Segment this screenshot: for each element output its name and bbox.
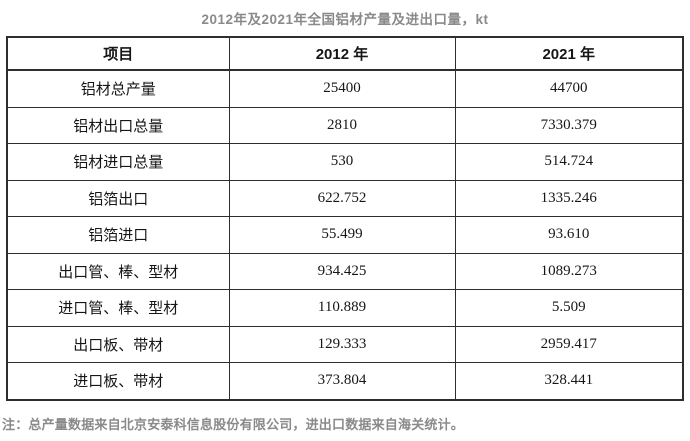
value-cell: 129.333: [228, 325, 456, 363]
value-cell: 2959.417: [454, 325, 684, 363]
value-cell: 1089.273: [454, 252, 684, 290]
header-cell-item: 项目: [6, 36, 230, 71]
value-cell: 934.425: [228, 252, 456, 290]
row-label-cell: 铝材进口总量: [6, 143, 230, 181]
value-cell: 25400: [228, 69, 456, 108]
source-note: 注：总产量数据来自北京安泰科信息股份有限公司，进出口数据来自海关统计。: [2, 416, 465, 432]
table-row: 铝材出口总量 2810 7330.379: [6, 106, 684, 144]
header-cell-2021: 2021 年: [454, 36, 684, 71]
header-cell-2012: 2012 年: [228, 36, 456, 71]
row-label-cell: 铝材总产量: [6, 69, 230, 108]
row-label-cell: 进口管、棒、型材: [6, 289, 230, 327]
table-row: 进口板、带材 373.804 328.441: [6, 362, 684, 400]
data-table: 项目 2012 年 2021 年 铝材总产量 25400 44700 铝材出口总量 28…: [6, 36, 684, 401]
value-cell: 1335.246: [454, 179, 684, 217]
value-cell: 2810: [228, 106, 456, 144]
value-cell: 530: [228, 143, 456, 181]
value-cell: 5.509: [454, 289, 684, 327]
row-label-cell: 出口管、棒、型材: [6, 252, 230, 290]
value-cell: 514.724: [454, 143, 684, 181]
table-header: 项目 2012 年 2021 年: [6, 36, 684, 71]
table-row: 进口管、棒、型材 110.889 5.509: [6, 289, 684, 327]
table-row: 铝箔出口 622.752 1335.246: [6, 179, 684, 217]
table-row: 出口管、棒、型材 934.425 1089.273: [6, 252, 684, 290]
row-label-cell: 铝材出口总量: [6, 106, 230, 144]
table-row: 铝材总产量 25400 44700: [6, 69, 684, 108]
row-label-cell: 铝箔进口: [6, 216, 230, 254]
row-label-cell: 进口板、带材: [6, 362, 230, 400]
row-label-cell: 出口板、带材: [6, 325, 230, 363]
value-cell: 44700: [454, 69, 684, 108]
table-row: 铝箔进口 55.499 93.610: [6, 216, 684, 254]
value-cell: 110.889: [228, 289, 456, 327]
header-row: 项目 2012 年 2021 年: [6, 36, 684, 71]
row-label-cell: 铝箔出口: [6, 179, 230, 217]
value-cell: 55.499: [228, 216, 456, 254]
table-body: 铝材总产量 25400 44700 铝材出口总量 2810 7330.379 铝材进口总量 5…: [6, 69, 684, 400]
value-cell: 93.610: [454, 216, 684, 254]
value-cell: 622.752: [228, 179, 456, 217]
value-cell: 7330.379: [454, 106, 684, 144]
value-cell: 373.804: [228, 362, 456, 400]
table-title: 2012年及2021年全国铝材产量及进出口量，kt: [201, 12, 489, 27]
value-cell: 328.441: [454, 362, 684, 400]
table-row: 出口板、带材 129.333 2959.417: [6, 325, 684, 363]
table-row: 铝材进口总量 530 514.724: [6, 143, 684, 181]
